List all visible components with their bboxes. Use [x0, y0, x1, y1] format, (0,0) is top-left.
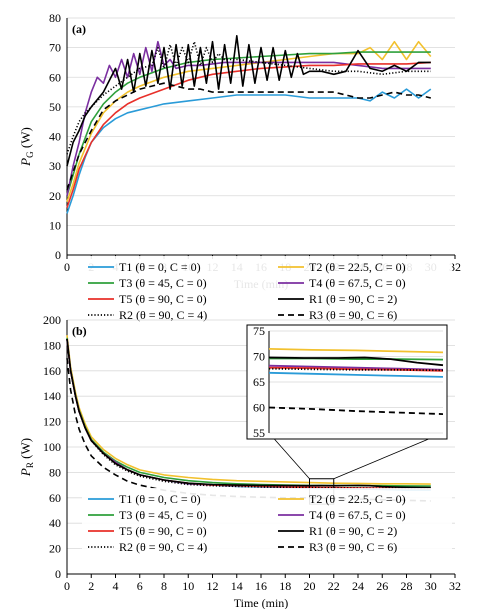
y-tick-label: 40: [49, 516, 61, 530]
series-line: [66, 338, 431, 489]
x-tick-label: 6: [137, 579, 143, 593]
x-tick-label: 0: [64, 260, 70, 274]
legend-label: T5 (θ = 90, C = 0): [119, 524, 207, 538]
y-tick-label: 160: [43, 364, 61, 378]
y-tick-label: 10: [49, 218, 61, 232]
x-tick-label: 28: [401, 579, 413, 593]
inset-y-tick-label: 60: [253, 401, 265, 415]
x-tick-label: 10: [182, 579, 194, 593]
legend-box: [82, 256, 452, 324]
legend-label: T1 (θ = 0, C = 0): [119, 260, 201, 274]
x-tick-label: 8: [161, 579, 167, 593]
x-tick-label: 0: [64, 579, 70, 593]
y-axis-title-main: P: [18, 468, 33, 477]
panel-label: (a): [72, 22, 86, 36]
legend-label: R1 (θ = 90, C = 2): [309, 524, 397, 538]
y-tick-label: 100: [43, 440, 61, 454]
y-axis-title-unit: (W): [18, 438, 33, 462]
y-tick-label: 60: [49, 491, 61, 505]
inset-y-tick-label: 70: [253, 350, 265, 364]
panel-label: (b): [72, 324, 87, 338]
x-axis-title: Time (min): [234, 596, 289, 609]
legend-label: R3 (θ = 90, C = 6): [309, 308, 397, 322]
y-tick-label: 180: [43, 338, 61, 352]
legend-label: R2 (θ = 90, C = 4): [119, 540, 207, 554]
series-line: [66, 61, 431, 208]
y-tick-label: 0: [55, 248, 61, 262]
zoom-connector: [333, 432, 444, 480]
inset-y-tick-label: 65: [253, 375, 265, 389]
y-tick-label: 50: [49, 100, 61, 114]
x-tick-label: 30: [425, 579, 437, 593]
legend-label: T3 (θ = 45, C = 0): [119, 508, 207, 522]
y-tick-label: 60: [49, 70, 61, 84]
inset-y-tick-label: 75: [253, 324, 265, 338]
y-tick-label: 80: [49, 11, 61, 25]
y-axis-title-unit: (W): [18, 127, 33, 151]
series-line: [66, 40, 431, 155]
y-tick-label: 70: [49, 41, 61, 55]
series-line: [66, 82, 431, 191]
legend-box: [82, 488, 452, 556]
x-tick-label: 12: [207, 579, 219, 593]
legend-label: T2 (θ = 22.5, C = 0): [309, 492, 406, 506]
y-axis-title: PG (W): [18, 127, 35, 167]
inset-series-line: [268, 406, 444, 415]
y-axis-title-main: P: [18, 158, 33, 167]
series-line: [66, 335, 431, 485]
y-axis-title: PR (W): [18, 438, 35, 477]
y-tick-label: 20: [49, 189, 61, 203]
legend-label: T4 (θ = 67.5, C = 0): [309, 276, 406, 290]
x-tick-label: 22: [328, 579, 340, 593]
y-axis-title-sub: G: [25, 151, 35, 158]
x-tick-label: 26: [376, 579, 388, 593]
x-tick-label: 18: [279, 579, 291, 593]
inset-series-line: [268, 356, 444, 367]
x-tick-label: 32: [449, 579, 461, 593]
y-tick-label: 120: [43, 415, 61, 429]
legend-label: T5 (θ = 90, C = 0): [119, 292, 207, 306]
legend-label: T2 (θ = 22.5, C = 0): [309, 260, 406, 274]
legend-label: T4 (θ = 67.5, C = 0): [309, 508, 406, 522]
series-line: [66, 51, 431, 197]
inset-series-line: [268, 371, 444, 378]
legend-label: R2 (θ = 90, C = 4): [119, 308, 207, 322]
series-line: [66, 40, 432, 202]
y-tick-label: 20: [49, 542, 61, 556]
y-axis-title-sub: R: [25, 462, 35, 468]
inset-series-line: [268, 367, 444, 372]
y-tick-label: 200: [43, 313, 61, 327]
legend-label: T1 (θ = 0, C = 0): [119, 492, 201, 506]
y-tick-label: 30: [49, 159, 61, 173]
x-tick-label: 4: [113, 579, 119, 593]
inset-series-line: [268, 348, 444, 354]
panel-a: 0102030405060708002468101214161820222426…: [18, 11, 461, 324]
y-tick-label: 0: [55, 567, 61, 581]
legend-label: R1 (θ = 90, C = 2): [309, 292, 397, 306]
x-tick-label: 24: [352, 579, 364, 593]
x-tick-label: 14: [231, 579, 243, 593]
y-tick-label: 80: [49, 465, 61, 479]
series-line: [66, 34, 431, 167]
zoom-connector: [268, 432, 310, 480]
y-tick-label: 40: [49, 130, 61, 144]
y-tick-label: 140: [43, 389, 61, 403]
series-line: [66, 40, 431, 196]
x-tick-label: 16: [255, 579, 267, 593]
legend-label: R3 (θ = 90, C = 6): [309, 540, 397, 554]
inset-y-tick-label: 55: [253, 426, 265, 440]
legend-label: T3 (θ = 45, C = 0): [119, 276, 207, 290]
x-tick-label: 20: [304, 579, 316, 593]
x-tick-label: 2: [88, 579, 94, 593]
